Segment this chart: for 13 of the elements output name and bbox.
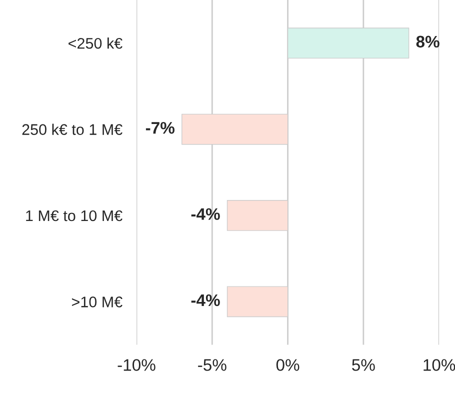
y-tick-label: 250 k€ to 1 M€ — [22, 124, 122, 135]
x-tick-label: -10% — [118, 359, 156, 371]
x-tick-label: 10% — [424, 359, 455, 371]
data-label: -4% — [191, 294, 220, 306]
x-tick-label: -5% — [198, 359, 226, 371]
x-tick-label: 0% — [276, 359, 300, 371]
y-tick-label: >10 M€ — [72, 296, 122, 308]
y-tick-label: <250 k€ — [68, 38, 122, 49]
y-tick-label: 1 M€ to 10 M€ — [26, 210, 122, 222]
data-label: 8% — [416, 36, 440, 48]
data-label: -4% — [191, 208, 220, 220]
data-label: -7% — [146, 122, 175, 134]
x-tick-label: 5% — [352, 359, 375, 371]
